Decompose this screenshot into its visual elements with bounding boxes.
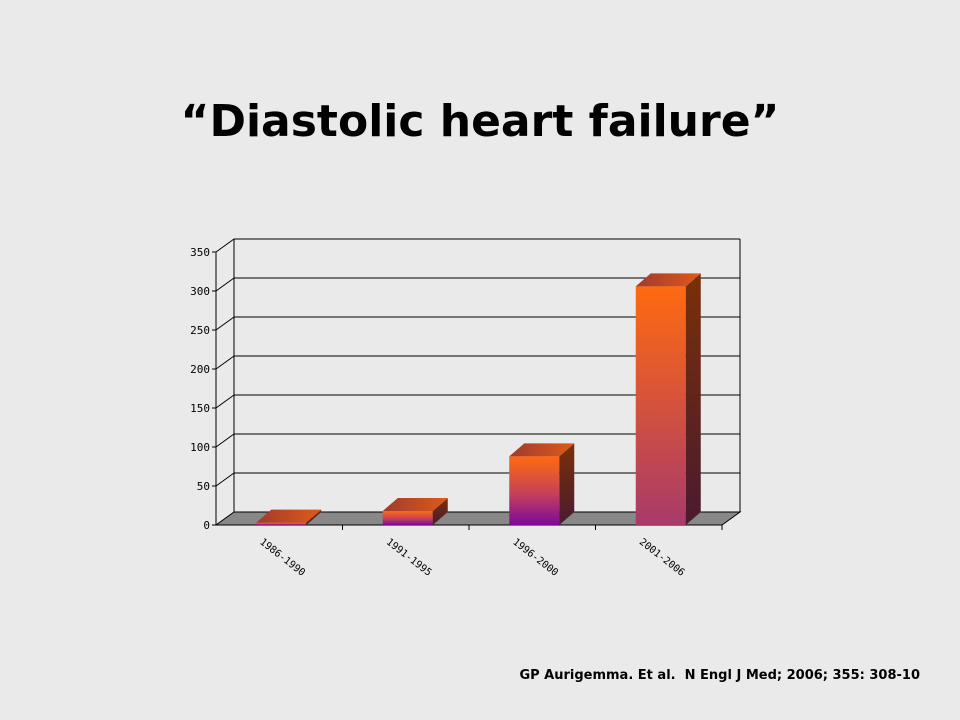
gridline-side	[215, 277, 235, 292]
bar-top	[509, 443, 575, 457]
bar-side	[432, 497, 448, 525]
y-tick-label: 200	[190, 363, 210, 376]
bar-front	[635, 286, 686, 525]
x-tick-label: 1991-1995	[384, 537, 433, 579]
x-tick-label: 2001-2006	[637, 537, 686, 579]
bar-front	[509, 456, 560, 525]
y-tick-label: 50	[197, 480, 210, 493]
y-tick-label: 150	[190, 402, 210, 415]
y-tick-label: 100	[190, 441, 210, 454]
bar	[635, 273, 701, 525]
bar-top	[635, 273, 701, 287]
bar-side	[685, 273, 701, 525]
bar-front	[382, 510, 433, 525]
x-axis: 1986-1990 1991-1995 1996-2000 2001-2006	[257, 525, 723, 579]
citation: GP Aurigemma. Et al. N Engl J Med; 2006;…	[519, 668, 920, 683]
slide-title: “Diastolic heart failure”	[180, 96, 780, 147]
bar-top	[256, 509, 322, 523]
bar-side	[306, 509, 322, 525]
y-tick-label: 250	[190, 324, 210, 337]
bar-front	[256, 522, 307, 525]
gridline-side	[215, 394, 235, 409]
gridline-side	[215, 316, 235, 331]
y-tick-label: 300	[190, 285, 210, 298]
x-tick-label: 1996-2000	[510, 537, 559, 579]
bar	[509, 443, 575, 525]
bar-top	[382, 497, 448, 511]
bar-side	[559, 443, 575, 525]
bar-series	[256, 273, 701, 525]
bar	[256, 509, 322, 525]
gridline-side	[215, 433, 235, 448]
bar	[382, 497, 448, 525]
gridline-side	[215, 238, 235, 253]
y-axis: 0 50 100 150 200 250 300 350	[190, 246, 217, 532]
y-tick-label: 350	[190, 246, 210, 259]
x-tick-label: 1986-1990	[257, 537, 306, 579]
gridline-side	[215, 355, 235, 370]
gridline-side	[215, 472, 235, 487]
y-tick-label: 0	[203, 519, 210, 532]
